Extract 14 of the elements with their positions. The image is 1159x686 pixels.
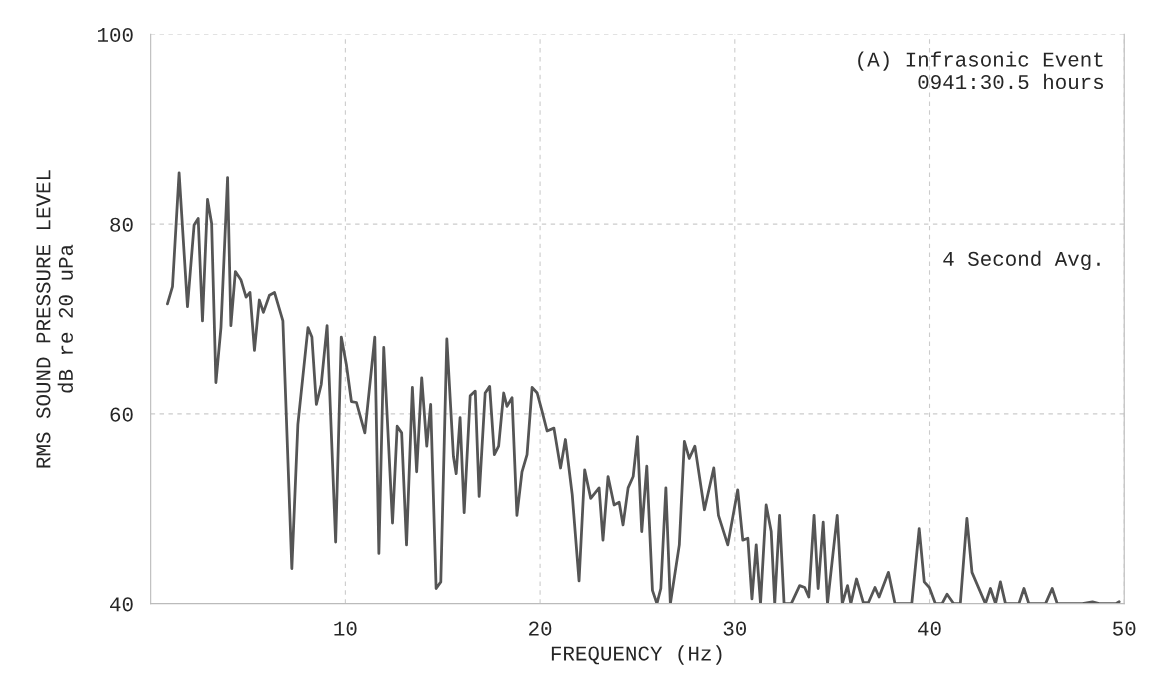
- annotation: 4 Second Avg.: [943, 250, 1100, 271]
- x-tick-label: 10: [334, 621, 357, 636]
- y-tick-label: 80: [110, 217, 133, 232]
- x-tick-label: 30: [723, 621, 747, 636]
- y-tick-label: 100: [98, 27, 133, 43]
- x-tick-label: 50: [1113, 621, 1136, 636]
- x-axis-title: FREQUENCY (Hz): [551, 645, 722, 665]
- x-tick-label: 20: [529, 621, 552, 636]
- y-axis-title: RMS SOUND PRESSURE LEVEL dB re 20 uPa: [36, 170, 73, 468]
- line-series: [166, 171, 1121, 604]
- y-tick-label: 40: [110, 597, 133, 612]
- x-tick-label: 40: [918, 621, 941, 636]
- annotation: (A) Infrasonic Event 0941:30.5 hours: [858, 51, 1104, 90]
- y-tick-label: 60: [110, 407, 133, 422]
